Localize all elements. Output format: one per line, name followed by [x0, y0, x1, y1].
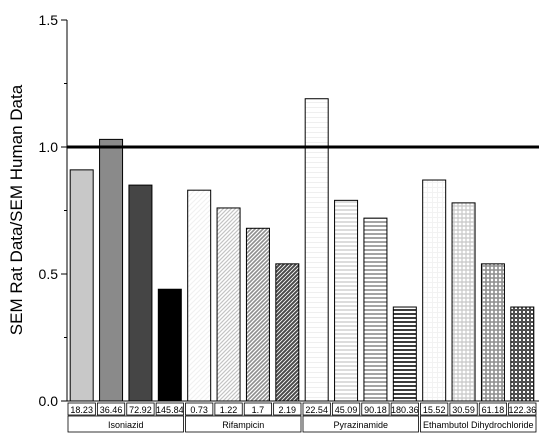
- dose-label: 122.36: [509, 405, 537, 415]
- group-cell: [302, 415, 419, 433]
- dose-cell: [302, 402, 331, 416]
- group-label: Pyrazinamide: [333, 420, 388, 430]
- dose-cell: [508, 402, 537, 416]
- bar-rifampicin-4: [275, 263, 300, 402]
- dose-label: 22.54: [305, 405, 328, 415]
- group-cell: [420, 415, 537, 433]
- bar-pyrazinamide-4: [392, 306, 417, 402]
- dose-cell: [243, 402, 273, 416]
- dose-label: 30.59: [452, 405, 475, 415]
- bar-ethambutol-dihydrochloride-4: [510, 306, 535, 402]
- bar-isoniazid-3: [128, 184, 153, 402]
- dose-cell: [155, 402, 184, 416]
- dose-label: 61.18: [482, 405, 505, 415]
- y-axis-label: SEM Rat Data/SEM Human Data: [7, 84, 26, 335]
- bar-ethambutol-dihydrochloride-2: [451, 202, 476, 402]
- bar-ethambutol-dihydrochloride-1: [422, 179, 447, 402]
- dose-cell: [420, 402, 449, 416]
- dose-label: 2.19: [279, 405, 297, 415]
- bar-ethambutol-dihydrochloride-3: [480, 263, 505, 402]
- group-label: Isoniazid: [108, 420, 144, 430]
- dose-label: 0.73: [190, 405, 208, 415]
- dose-cell: [449, 402, 478, 416]
- bar-pyrazinamide-2: [334, 199, 359, 402]
- bar-rifampicin-2: [216, 207, 241, 402]
- y-tick-label: 0.0: [39, 393, 59, 409]
- dose-cell: [390, 402, 419, 416]
- bar-pyrazinamide-1: [304, 98, 329, 402]
- dose-cell: [185, 402, 214, 416]
- bar-pyrazinamide-3: [363, 217, 388, 402]
- dose-label: 90.18: [364, 405, 387, 415]
- dose-label: 180.36: [391, 405, 419, 415]
- dose-cell: [478, 402, 508, 416]
- dose-label: 1.22: [220, 405, 238, 415]
- dose-label: 145.84: [156, 405, 184, 415]
- group-cell: [67, 415, 184, 433]
- group-label: Rifampicin: [222, 420, 264, 430]
- dose-cell: [361, 402, 390, 416]
- y-tick-label: 1.0: [39, 139, 59, 155]
- dose-label: 18.23: [70, 405, 93, 415]
- dose-cell: [273, 402, 302, 416]
- dose-label: 15.52: [423, 405, 446, 415]
- bar-rifampicin-1: [187, 189, 212, 402]
- dose-cell: [214, 402, 243, 416]
- dose-label: 72.92: [129, 405, 152, 415]
- bar-isoniazid-1: [69, 169, 94, 402]
- dose-cell: [126, 402, 155, 416]
- dose-cell: [67, 402, 96, 416]
- dose-label: 36.46: [100, 405, 123, 415]
- dose-label: 45.09: [335, 405, 358, 415]
- bar-isoniazid-4: [157, 288, 182, 402]
- group-cell: [185, 415, 302, 433]
- group-label: Ethambutol Dihydrochloride: [423, 420, 534, 430]
- dose-cell: [331, 402, 361, 416]
- dose-label: 1.7: [252, 405, 265, 415]
- y-tick-label: 1.5: [39, 12, 59, 28]
- bar-isoniazid-2: [99, 138, 124, 402]
- y-tick-label: 0.5: [39, 266, 59, 282]
- bar-rifampicin-3: [245, 227, 270, 402]
- dose-cell: [96, 402, 126, 416]
